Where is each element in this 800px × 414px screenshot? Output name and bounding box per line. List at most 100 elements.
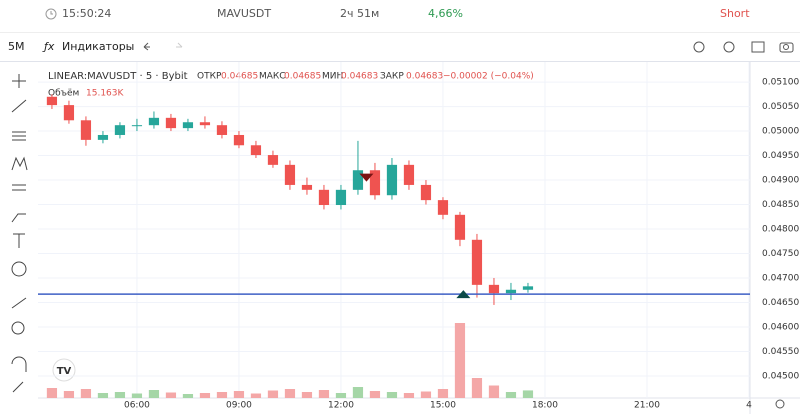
volume-bar <box>131 393 143 398</box>
candle-body <box>148 117 160 126</box>
y-tick-label: 0.05000 <box>762 127 799 137</box>
candle-body <box>352 170 364 190</box>
y-tick-label: 0.04550 <box>762 347 799 357</box>
volume-value: 15.163K <box>86 89 124 99</box>
volume-bar <box>505 392 517 398</box>
volume-bar <box>114 392 126 398</box>
volume-bar <box>199 393 211 398</box>
undo-redo[interactable] <box>140 40 190 54</box>
candle-body <box>80 120 92 140</box>
legend-high-label: МАКС <box>259 72 286 82</box>
y-tick-label: 0.04850 <box>762 200 799 210</box>
candle-body <box>505 289 517 294</box>
legend-symbol: LINEAR:MAVUSDT · 5 · Bybit <box>48 71 188 82</box>
volume-bar <box>318 390 330 398</box>
toolbar-icons[interactable] <box>690 39 800 55</box>
change: 4,66% <box>428 7 463 20</box>
candle-body <box>233 134 245 146</box>
candle-body <box>335 189 347 206</box>
indicators[interactable]: Индикаторы <box>62 40 135 53</box>
y-tick-label: 0.04800 <box>762 225 799 235</box>
tv-logo: TV <box>52 358 76 382</box>
volume-bar <box>148 390 160 398</box>
candle-body <box>522 286 534 290</box>
volume-bar <box>46 388 58 398</box>
volume-bar <box>165 392 177 398</box>
candle-body <box>216 125 228 135</box>
candle-body <box>420 184 432 201</box>
fx-icon: ƒx <box>44 40 55 53</box>
legend-open-label: ОТКР <box>197 72 222 82</box>
candle-body <box>182 122 194 129</box>
candle-body <box>199 122 211 126</box>
candle-body <box>318 189 330 206</box>
drawing-tools <box>11 74 28 393</box>
x-tick-label: 18:00 <box>532 401 558 411</box>
volume-bar <box>403 393 415 398</box>
y-tick-label: 0.05100 <box>762 78 799 88</box>
legend-open: 0.04685 <box>221 72 258 82</box>
volume-bar <box>284 389 296 398</box>
time: 15:50:24 <box>62 7 112 20</box>
clock-icon <box>45 8 57 20</box>
candle-body <box>267 155 279 165</box>
volume-bar <box>80 389 92 398</box>
volume-bar <box>301 392 313 398</box>
volume-bar <box>420 391 432 398</box>
y-tick-label: 0.04600 <box>762 322 799 332</box>
volume-bar <box>369 391 381 398</box>
volume-bar <box>216 392 228 398</box>
sell-marker <box>359 173 374 182</box>
legend-close: 0.04683 <box>406 72 443 82</box>
candle-body <box>46 96 58 106</box>
volume-bar <box>352 387 364 398</box>
candle-body <box>301 184 313 190</box>
x-tick-label: 21:00 <box>634 401 660 411</box>
header: 15:50:24 MAVUSDT 2ч 51м 4,66% Short <box>0 0 800 28</box>
x-tick-label: 15:00 <box>430 401 456 411</box>
x-tick-label: 09:00 <box>226 401 252 411</box>
y-tick-label: 0.04500 <box>762 371 799 381</box>
side[interactable]: Short <box>720 7 750 20</box>
y-tick-label: 0.04650 <box>762 298 799 308</box>
settings-icon[interactable] <box>775 399 785 409</box>
x-tick-label: 06:00 <box>124 401 150 411</box>
volume-bar <box>454 323 466 398</box>
volume-bar <box>182 394 194 398</box>
candle-body <box>284 164 296 185</box>
y-tick-label: 0.04900 <box>762 176 799 186</box>
volume-bar <box>386 392 398 398</box>
volume-bar <box>63 391 75 398</box>
volume-bar <box>437 389 449 398</box>
svg-text:TV: TV <box>57 366 72 377</box>
candle-body <box>114 125 126 135</box>
volume-bar <box>471 378 483 398</box>
candle-body <box>454 214 466 240</box>
x-tick-label: 12:00 <box>328 401 354 411</box>
y-tick-label: 0.04950 <box>762 151 799 161</box>
candle-body <box>63 105 75 121</box>
volume-label: Объём <box>48 89 79 99</box>
legend-close-label: ЗАКР <box>380 72 404 82</box>
volume-bar <box>488 385 500 398</box>
volume-bar <box>522 390 534 398</box>
candle-body <box>165 117 177 129</box>
volume-bar <box>97 393 109 398</box>
y-tick-label: 0.04750 <box>762 249 799 259</box>
candle-body <box>369 170 381 196</box>
buy-marker <box>456 290 471 299</box>
y-tick-label: 0.04700 <box>762 274 799 284</box>
candle-body <box>488 284 500 294</box>
interval[interactable]: 5M <box>8 40 25 53</box>
candle-body <box>403 164 415 185</box>
legend-high: 0.04685 <box>284 72 321 82</box>
volume-bar <box>335 393 347 398</box>
legend-low-label: МИН <box>322 72 343 82</box>
candle-body <box>471 239 483 285</box>
volume-bar <box>250 393 262 398</box>
volume-bar <box>233 391 245 398</box>
toolbar: 5M ƒx Индикаторы <box>0 32 800 62</box>
y-tick-label: 0.05050 <box>762 102 799 112</box>
candle-body <box>437 200 449 215</box>
